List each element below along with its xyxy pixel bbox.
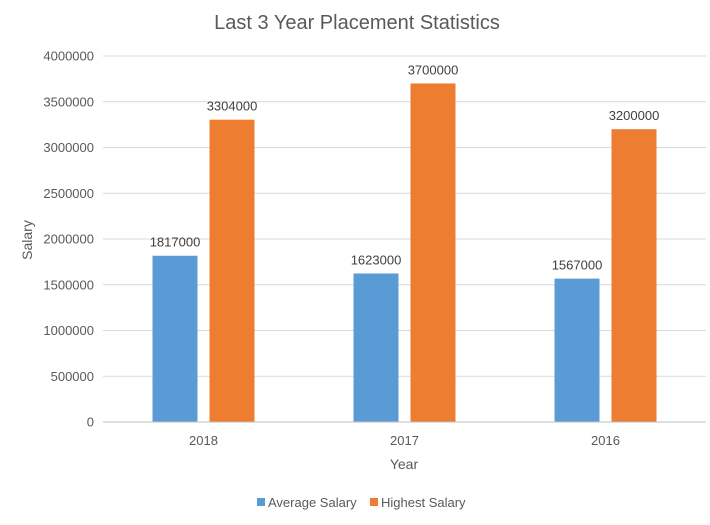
y-axis-ticks: 0 500000 1000000 1500000 2000000 2500000 30000… xyxy=(43,49,94,430)
data-labels: 1817000 3304000 1623000 3700000 1567000 32000… xyxy=(150,62,660,272)
bar-average-salary-2018 xyxy=(152,255,198,422)
data-label-highest-salary-2018: 3304000 xyxy=(207,99,258,114)
legend-label-highest-salary: Highest Salary xyxy=(381,495,466,510)
y-tick-label: 3500000 xyxy=(43,94,94,109)
x-tick-label: 2017 xyxy=(390,433,419,448)
y-tick-label: 1500000 xyxy=(43,277,94,292)
y-tick-label: 2000000 xyxy=(43,232,94,247)
x-tick-label: 2016 xyxy=(591,433,620,448)
legend-swatch-highest-salary xyxy=(370,498,378,506)
bars xyxy=(152,83,657,423)
chart-title: Last 3 Year Placement Statistics xyxy=(214,12,500,34)
bar-highest-salary-2016 xyxy=(611,129,657,422)
y-tick-label: 3000000 xyxy=(43,140,94,155)
y-tick-label: 0 xyxy=(87,415,94,430)
x-axis-label: Year xyxy=(390,456,419,472)
legend: Average Salary Highest Salary xyxy=(257,495,466,510)
data-label-highest-salary-2017: 3700000 xyxy=(408,62,459,77)
bar-highest-salary-2017 xyxy=(410,83,456,422)
data-label-highest-salary-2016: 3200000 xyxy=(609,108,660,123)
data-label-average-salary-2018: 1817000 xyxy=(150,235,201,250)
x-axis-ticks: 2018 2017 2016 xyxy=(189,433,620,448)
gridlines xyxy=(103,55,706,377)
data-label-average-salary-2017: 1623000 xyxy=(351,252,402,267)
y-tick-label: 1000000 xyxy=(43,323,94,338)
bar-average-salary-2016 xyxy=(554,278,600,422)
data-label-average-salary-2016: 1567000 xyxy=(552,258,603,273)
bar-highest-salary-2018 xyxy=(209,119,255,423)
bar-average-salary-2017 xyxy=(353,273,399,422)
y-tick-label: 500000 xyxy=(51,369,94,384)
x-tick-label: 2018 xyxy=(189,433,218,448)
y-tick-label: 4000000 xyxy=(43,49,94,64)
legend-swatch-average-salary xyxy=(257,498,265,506)
y-axis-label: Salary xyxy=(19,220,35,260)
y-tick-label: 2500000 xyxy=(43,186,94,201)
legend-label-average-salary: Average Salary xyxy=(268,495,357,510)
